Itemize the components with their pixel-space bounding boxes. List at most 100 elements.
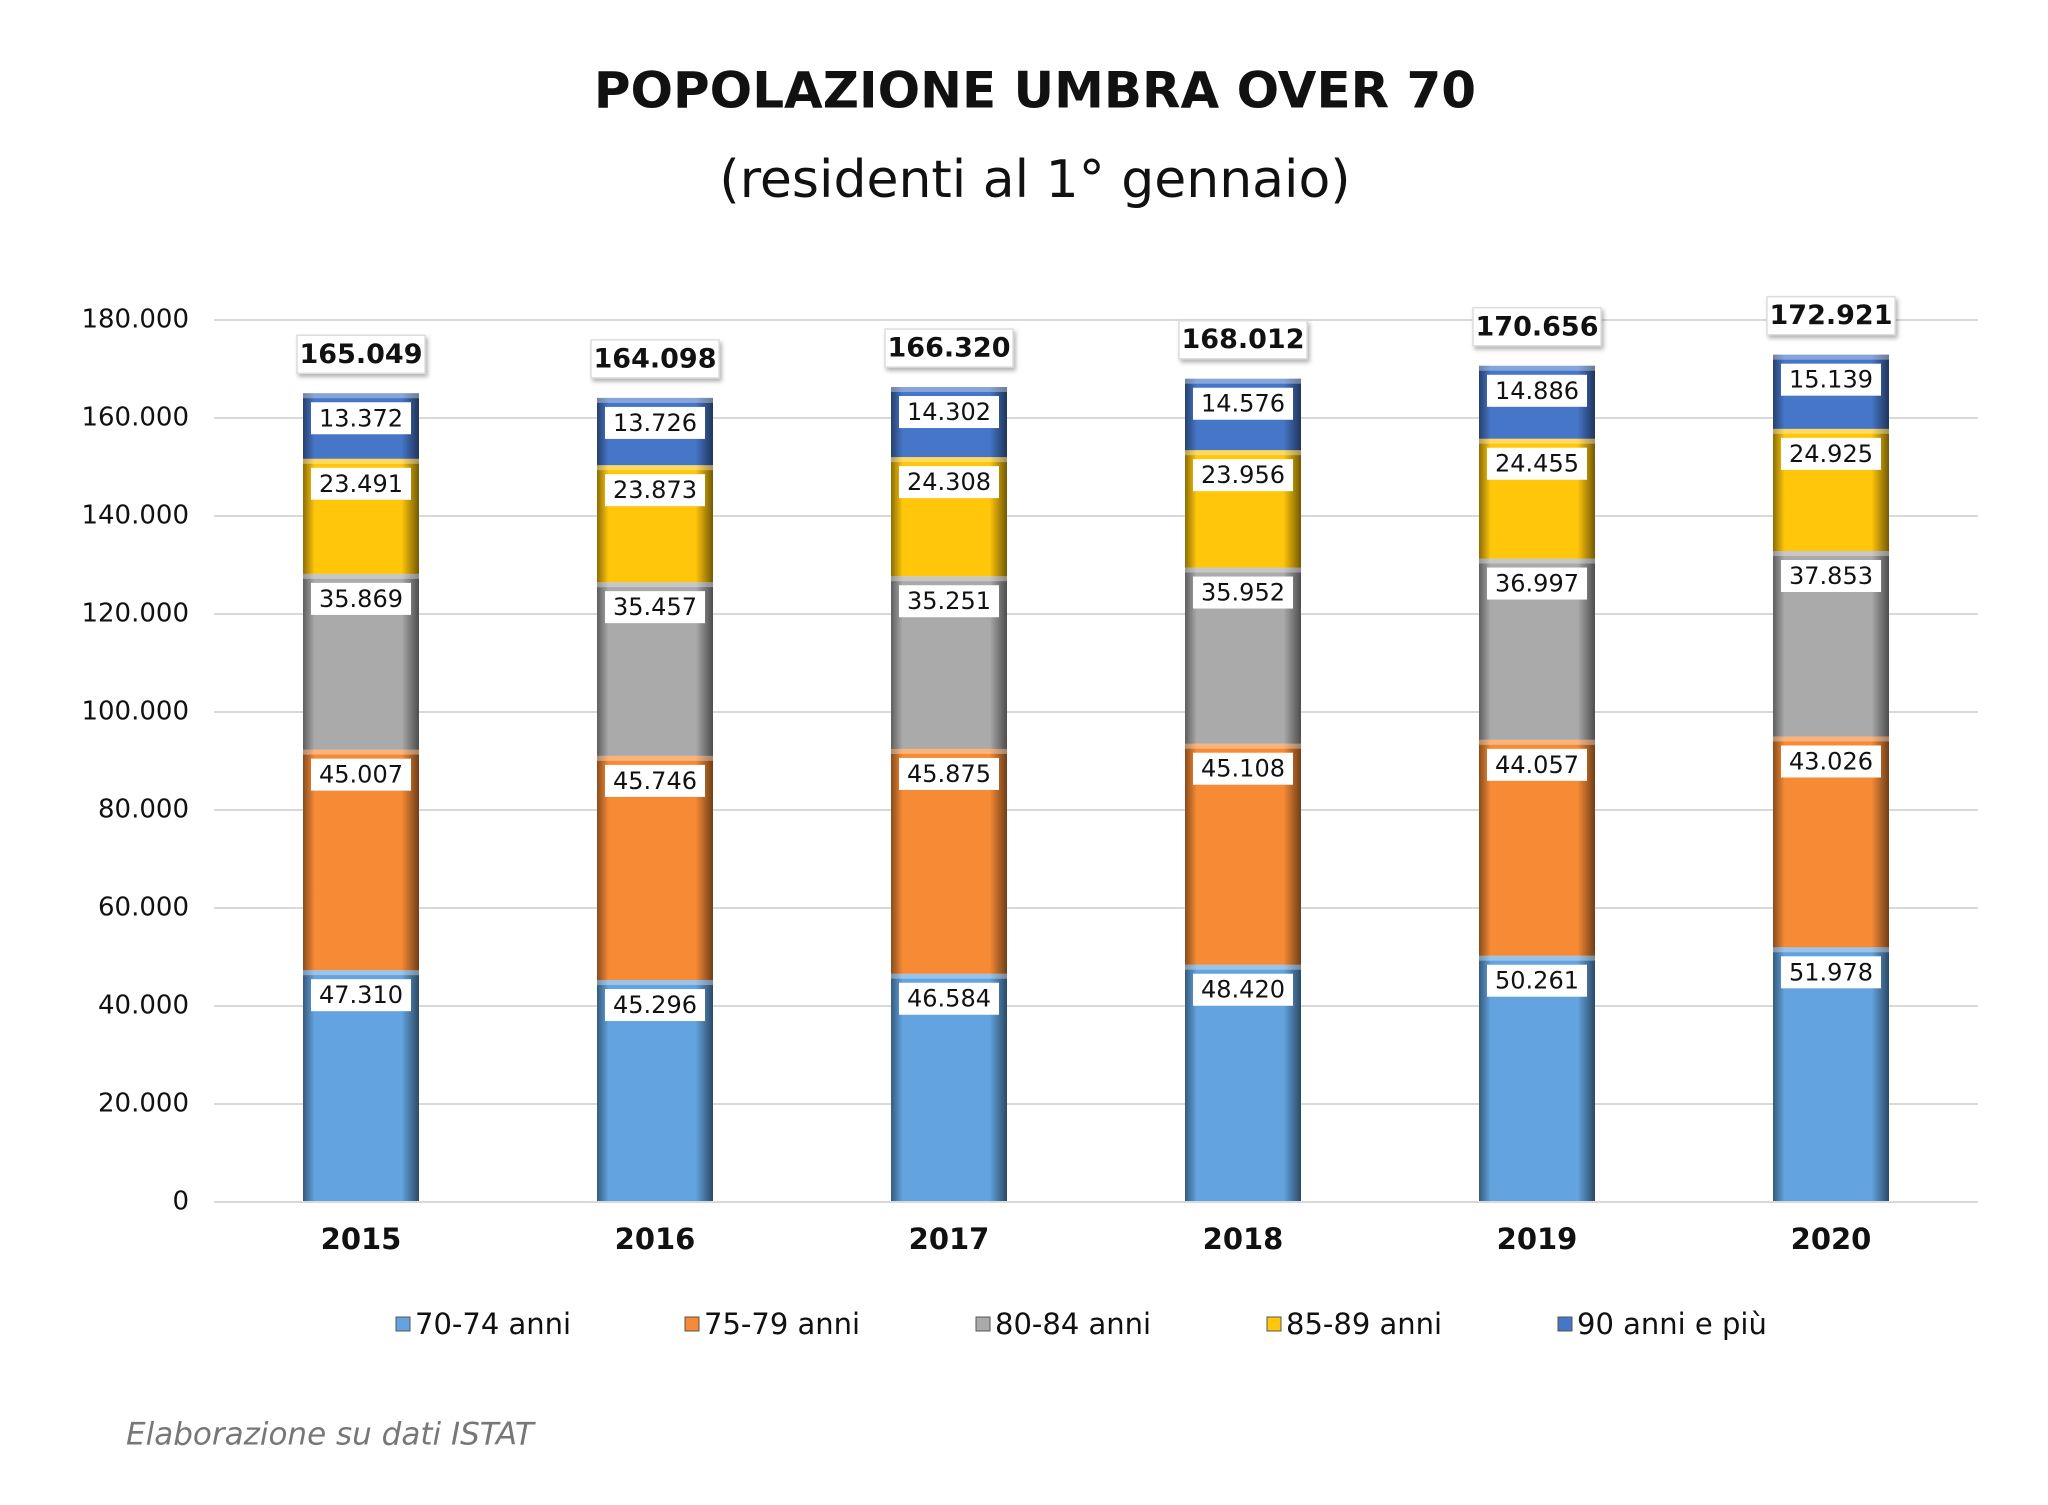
data-label: 37.853 bbox=[1789, 562, 1873, 590]
data-label-box bbox=[1193, 387, 1293, 420]
data-label-box bbox=[1487, 447, 1587, 480]
x-tick-label: 2016 bbox=[615, 1222, 696, 1256]
data-label-box bbox=[899, 585, 999, 618]
source-note: Elaborazione su dati ISTAT bbox=[126, 1417, 536, 1453]
bar-top-edge bbox=[303, 749, 419, 755]
data-label-box bbox=[605, 474, 705, 507]
bar-top-edge bbox=[1773, 354, 1889, 360]
x-tick-label: 2017 bbox=[909, 1222, 990, 1256]
chart-subtitle: (residenti al 1° gennaio) bbox=[719, 150, 1350, 210]
data-label: 47.310 bbox=[319, 981, 403, 1009]
data-label: 50.261 bbox=[1495, 967, 1579, 995]
y-tick-label: 60.000 bbox=[98, 893, 189, 923]
data-label: 45.296 bbox=[613, 991, 697, 1019]
total-label: 165.049 bbox=[300, 339, 423, 370]
bar-top-edge bbox=[891, 576, 1007, 582]
data-label-box bbox=[605, 764, 705, 797]
bar-top-edge bbox=[303, 393, 419, 399]
legend-label: 85-89 anni bbox=[1286, 1307, 1442, 1341]
data-label: 24.308 bbox=[907, 468, 991, 496]
data-label: 45.108 bbox=[1201, 755, 1285, 783]
bar-top-edge bbox=[597, 980, 713, 986]
bar-top-edge bbox=[1773, 428, 1889, 434]
data-label: 23.956 bbox=[1201, 461, 1285, 489]
legend-swatch bbox=[1266, 1316, 1282, 1332]
total-label: 172.921 bbox=[1770, 300, 1893, 331]
data-label-box bbox=[1193, 576, 1293, 609]
data-label: 24.925 bbox=[1789, 440, 1873, 468]
data-label: 23.873 bbox=[613, 476, 697, 504]
bar-top-edge bbox=[597, 465, 713, 471]
bar-top-edge bbox=[1185, 743, 1301, 749]
data-label: 24.455 bbox=[1495, 450, 1579, 478]
bar-top-edge bbox=[1185, 378, 1301, 384]
bar-top-edge bbox=[597, 582, 713, 588]
legend-swatch bbox=[684, 1316, 700, 1332]
bar-shade bbox=[1479, 955, 1595, 1202]
chart-title: POPOLAZIONE UMBRA OVER 70 bbox=[594, 62, 1476, 120]
data-label: 35.952 bbox=[1201, 579, 1285, 607]
data-label-box bbox=[1193, 973, 1293, 1006]
x-tick-label: 2020 bbox=[1791, 1222, 1872, 1256]
y-tick-label: 160.000 bbox=[81, 403, 189, 433]
y-tick-label: 0 bbox=[172, 1187, 189, 1217]
total-label: 164.098 bbox=[594, 343, 717, 374]
data-label-box bbox=[311, 758, 411, 791]
data-label: 46.584 bbox=[907, 985, 991, 1013]
bar-top-edge bbox=[891, 973, 1007, 979]
data-label-box bbox=[1487, 374, 1587, 407]
data-label: 14.302 bbox=[907, 398, 991, 426]
legend-label: 80-84 anni bbox=[995, 1307, 1151, 1341]
bar-top-edge bbox=[303, 970, 419, 976]
total-label-box bbox=[1178, 319, 1308, 360]
legend-label: 90 anni e più bbox=[1577, 1307, 1767, 1341]
y-tick-label: 80.000 bbox=[98, 795, 189, 825]
data-label-box bbox=[605, 406, 705, 439]
data-label-box bbox=[899, 757, 999, 790]
total-label: 168.012 bbox=[1182, 324, 1305, 355]
legend-swatch bbox=[1557, 1316, 1573, 1332]
bar-top-edge bbox=[891, 387, 1007, 393]
y-tick-label: 120.000 bbox=[81, 599, 189, 629]
data-label: 36.997 bbox=[1495, 570, 1579, 598]
data-label: 13.726 bbox=[613, 409, 697, 437]
data-label: 48.420 bbox=[1201, 976, 1285, 1004]
x-tick-label: 2015 bbox=[321, 1222, 402, 1256]
y-tick-label: 100.000 bbox=[81, 697, 189, 727]
data-label-box bbox=[899, 466, 999, 499]
data-label-box bbox=[1487, 567, 1587, 600]
data-label-box bbox=[1781, 363, 1881, 396]
data-label-box bbox=[311, 467, 411, 500]
data-label: 35.457 bbox=[613, 593, 697, 621]
x-tick-label: 2018 bbox=[1203, 1222, 1284, 1256]
data-label: 15.139 bbox=[1789, 366, 1873, 394]
data-label-box bbox=[605, 989, 705, 1022]
total-label-box bbox=[590, 339, 720, 379]
bar-top-edge bbox=[1773, 947, 1889, 953]
total-label-box bbox=[1766, 295, 1896, 336]
data-label-box bbox=[1193, 752, 1293, 785]
data-label-box bbox=[311, 402, 411, 435]
data-label: 14.886 bbox=[1495, 377, 1579, 405]
y-tick-label: 180.000 bbox=[81, 305, 189, 335]
bar-top-edge bbox=[891, 748, 1007, 754]
legend-swatch bbox=[975, 1316, 991, 1332]
bar-top-edge bbox=[303, 458, 419, 464]
bar-top-edge bbox=[891, 457, 1007, 463]
total-label-box bbox=[884, 328, 1014, 368]
bar-top-edge bbox=[597, 755, 713, 761]
data-label: 13.372 bbox=[319, 404, 403, 432]
data-label-box bbox=[1781, 560, 1881, 593]
data-label-box bbox=[899, 396, 999, 429]
data-label-box bbox=[1487, 964, 1587, 997]
data-label-box bbox=[311, 979, 411, 1012]
legend-label: 70-74 anni bbox=[415, 1307, 571, 1341]
x-tick-label: 2019 bbox=[1497, 1222, 1578, 1256]
data-label-box bbox=[605, 591, 705, 624]
bar-top-edge bbox=[1479, 558, 1595, 564]
bar-top-edge bbox=[1185, 964, 1301, 970]
data-label: 43.026 bbox=[1789, 747, 1873, 775]
data-label-box bbox=[1193, 459, 1293, 492]
bar-top-edge bbox=[1479, 365, 1595, 371]
